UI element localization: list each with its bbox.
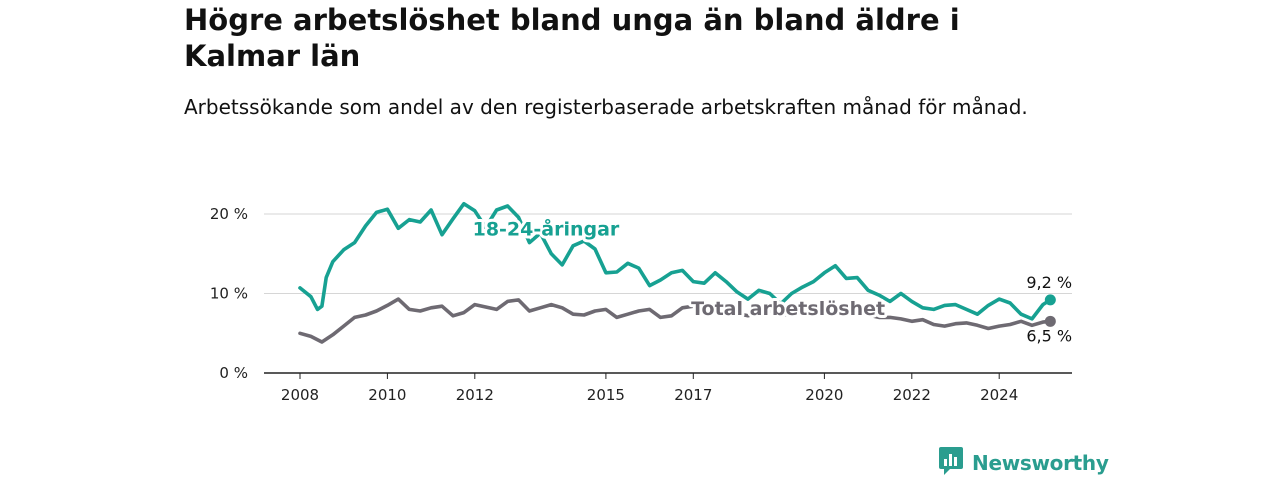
newsworthy-brand[interactable]: Newsworthy [938, 446, 1109, 480]
end-label-total: 6,5 % [1026, 326, 1072, 345]
x-tick-label: 2024 [980, 386, 1018, 404]
series-label-youth: 18-24-åringar [473, 216, 620, 240]
label-group: 18-24-åringar Total arbetslöshet 9,2 % 6,5 … [470, 213, 1072, 345]
x-tick-label: 2020 [805, 386, 843, 404]
chart-title: Högre arbetslöshet bland unga än bland ä… [184, 3, 960, 73]
series-end-marker-youth [1044, 294, 1056, 306]
series-label-total: Total arbetslöshet [691, 298, 885, 320]
x-axis: 2008 2010 2012 2015 2017 2020 2022 2024 [281, 373, 1018, 404]
y-tick-label: 10 % [210, 285, 248, 303]
x-tick-label: 2015 [587, 386, 625, 404]
series-group [298, 201, 1056, 344]
x-tick-label: 2008 [281, 386, 319, 404]
x-tick-label: 2022 [893, 386, 931, 404]
y-tick-label: 0 % [219, 364, 248, 382]
series-line-total [298, 297, 1053, 344]
y-tick-label: 20 % [210, 205, 248, 223]
series-line-youth [298, 201, 1053, 321]
x-tick-label: 2017 [674, 386, 712, 404]
y-axis: 0 % 10 % 20 % [210, 205, 248, 382]
x-tick-label: 2012 [456, 386, 494, 404]
y-grid [264, 213, 1072, 374]
brand-name: Newsworthy [972, 451, 1109, 475]
chart-subtitle: Arbetssökande som andel av den registerb… [184, 95, 1028, 119]
series-end-marker-total [1044, 315, 1056, 327]
newsworthy-logo-icon [938, 446, 964, 480]
x-tick-label: 2010 [368, 386, 406, 404]
end-label-youth: 9,2 % [1026, 273, 1072, 292]
